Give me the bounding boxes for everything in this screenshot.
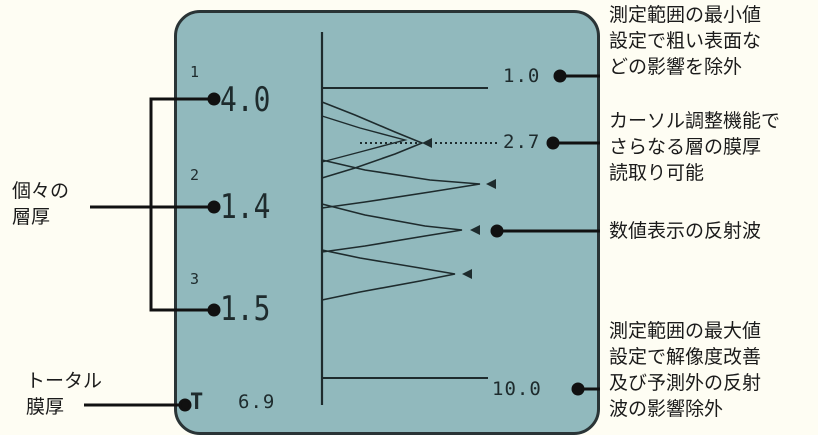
layer-thickness-3: 1.5 [220, 289, 271, 329]
echo-marker-2-icon [486, 179, 496, 189]
callout-layer-thickness: 個々の 層厚 [12, 180, 70, 228]
bracket-dot-2 [207, 200, 221, 214]
callout-cursor: カーソル調整機能で さらなる層の膜厚 読取り可能 [609, 110, 781, 184]
echo-waveform-1-inner [321, 115, 408, 163]
echo-waveform-4 [321, 249, 456, 301]
callout-dot-max [571, 382, 585, 396]
layer-thickness-2: 1.4 [220, 187, 271, 227]
total-label: T [190, 390, 204, 415]
layer-thickness-1: 4.0 [220, 80, 271, 120]
cursor-value: 2.7 [503, 131, 541, 153]
callout-min-setting: 測定範囲の最小値 設定で粗い表面な どの影響を除外 [609, 4, 762, 78]
callout-dot-min [553, 69, 567, 83]
echo-waveform-3 [321, 203, 463, 253]
bracket-layer-thickness [149, 97, 214, 312]
total-value: 6.9 [238, 391, 276, 413]
layer-index-3: 3 [190, 270, 200, 288]
callout-dot-total [178, 398, 192, 412]
callout-reflection: 数値表示の反射波 [609, 220, 762, 242]
echo-marker-1-icon [422, 138, 432, 148]
layer-index-1: 1 [190, 63, 200, 81]
echo-waveform-2 [321, 159, 481, 209]
callout-total-thickness: トータル 膜厚 [26, 370, 103, 418]
bracket-dot-3 [207, 303, 221, 317]
callout-dot-reflection [490, 224, 504, 238]
scale-min-value: 1.0 [503, 65, 541, 87]
echo-marker-3-icon [470, 225, 480, 235]
echo-marker-4-icon [462, 269, 472, 279]
layer-index-2: 2 [190, 166, 200, 184]
callout-dot-cursor [546, 136, 560, 150]
lcd-screen [174, 10, 600, 435]
scale-max-value: 10.0 [492, 378, 542, 400]
bracket-dot-1 [207, 92, 221, 106]
callout-max-setting: 測定範囲の最大値 設定で解像度改善 及び予測外の反射 波の影響除外 [609, 320, 762, 420]
